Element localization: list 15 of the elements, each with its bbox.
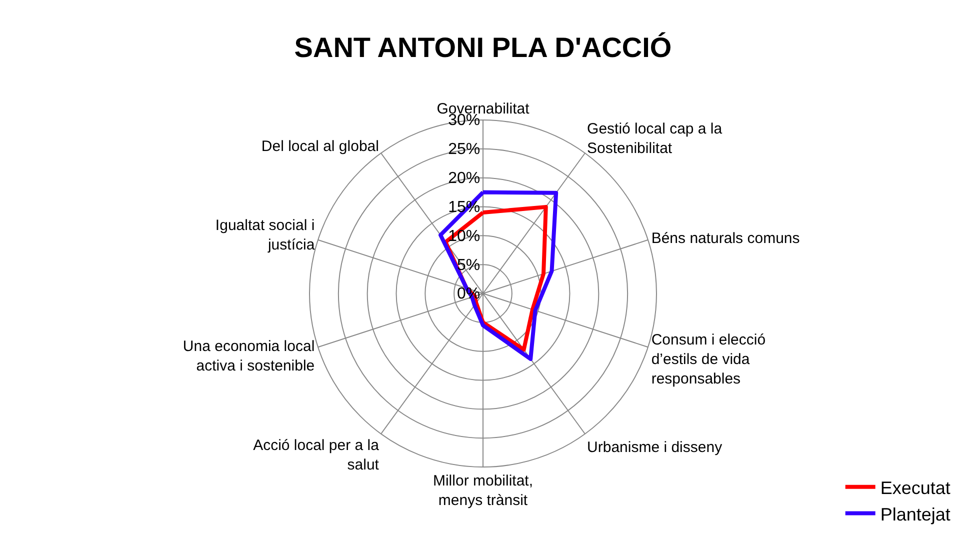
spoke-label: Millor mobilitat, menys trànsit — [432, 472, 534, 509]
spoke-label: Consum i elecció d’estils de vida responsables — [651, 331, 766, 388]
spoke-label: Urbanisme i disseny — [587, 438, 723, 456]
y-tick-label: 25% — [448, 141, 480, 158]
spoke-label: Una economia local activa i sostenible — [182, 338, 315, 375]
chart-title: SANT ANTONI PLA D'ACCIÓ — [294, 32, 672, 64]
y-tick-label: 5% — [456, 256, 480, 274]
y-tick-label: 20% — [448, 170, 480, 188]
legend-label: Plantejat — [880, 504, 950, 524]
spoke-label: Igualtat social i justícia — [215, 217, 316, 254]
spoke-label: Béns naturals comuns — [651, 230, 800, 247]
legend-label: Executat — [880, 478, 950, 498]
spoke-label: Gestió local cap a la Sostenibilitat — [587, 120, 723, 157]
spoke-label: Acció local per a la salut — [253, 437, 380, 474]
spoke-label: Del local al global — [261, 138, 379, 155]
